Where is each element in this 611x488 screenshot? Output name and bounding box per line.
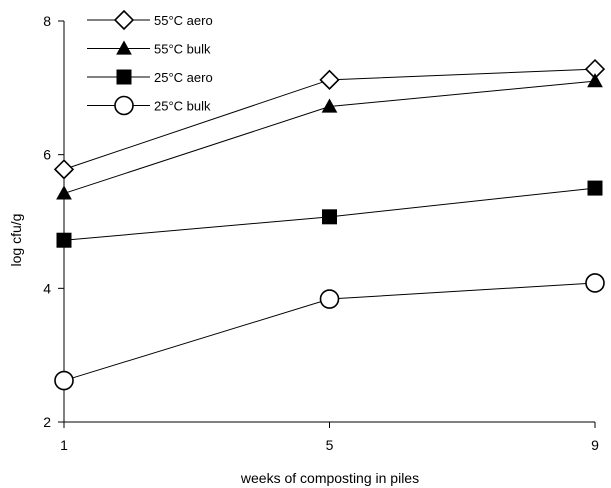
data-point bbox=[322, 209, 337, 225]
data-point bbox=[321, 98, 338, 113]
legend-label: 55°C bulk bbox=[154, 42, 211, 57]
series-4 bbox=[54, 273, 605, 391]
x-tick-label: 9 bbox=[591, 437, 599, 453]
data-point bbox=[56, 232, 72, 248]
legend-marker bbox=[114, 95, 134, 116]
legend-item: 25°C bulk bbox=[87, 95, 211, 116]
x-tick-label: 1 bbox=[60, 437, 68, 453]
data-point bbox=[56, 185, 72, 200]
legend-label: 25°C aero bbox=[154, 70, 213, 85]
data-point bbox=[585, 273, 605, 293]
legend-marker bbox=[113, 9, 135, 31]
legend-marker bbox=[116, 40, 132, 55]
legend-label: 55°C aero bbox=[154, 13, 213, 28]
axes: 2 4 6 8 1 5 9 bbox=[43, 13, 599, 453]
data-point bbox=[319, 289, 340, 309]
legend-marker bbox=[116, 69, 132, 85]
data-point bbox=[53, 159, 75, 180]
series-1 bbox=[53, 58, 606, 180]
y-tick-label: 6 bbox=[43, 147, 51, 163]
y-tick-label: 2 bbox=[43, 414, 51, 430]
legend-item: 55°C aero bbox=[87, 9, 213, 31]
x-tick-label: 5 bbox=[326, 437, 334, 453]
series-layer bbox=[53, 58, 606, 391]
data-point bbox=[319, 69, 340, 90]
data-point bbox=[587, 73, 603, 88]
series-3 bbox=[56, 180, 603, 248]
y-tick-label: 4 bbox=[43, 280, 51, 296]
y-axis-title: log cfu/g bbox=[8, 214, 24, 267]
x-axis-title: weeks of composting in piles bbox=[240, 470, 419, 486]
data-point bbox=[587, 180, 603, 196]
series-2 bbox=[56, 73, 603, 200]
legend-item: 55°C bulk bbox=[87, 40, 211, 57]
legend-item: 25°C aero bbox=[87, 69, 213, 85]
legend: 55°C aero 55°C bulk 25°C aero 25°C bulk bbox=[87, 9, 213, 116]
series-line bbox=[63, 80, 596, 194]
y-tick-label: 8 bbox=[43, 13, 51, 29]
data-point bbox=[54, 370, 74, 391]
legend-label: 25°C bulk bbox=[154, 99, 211, 114]
